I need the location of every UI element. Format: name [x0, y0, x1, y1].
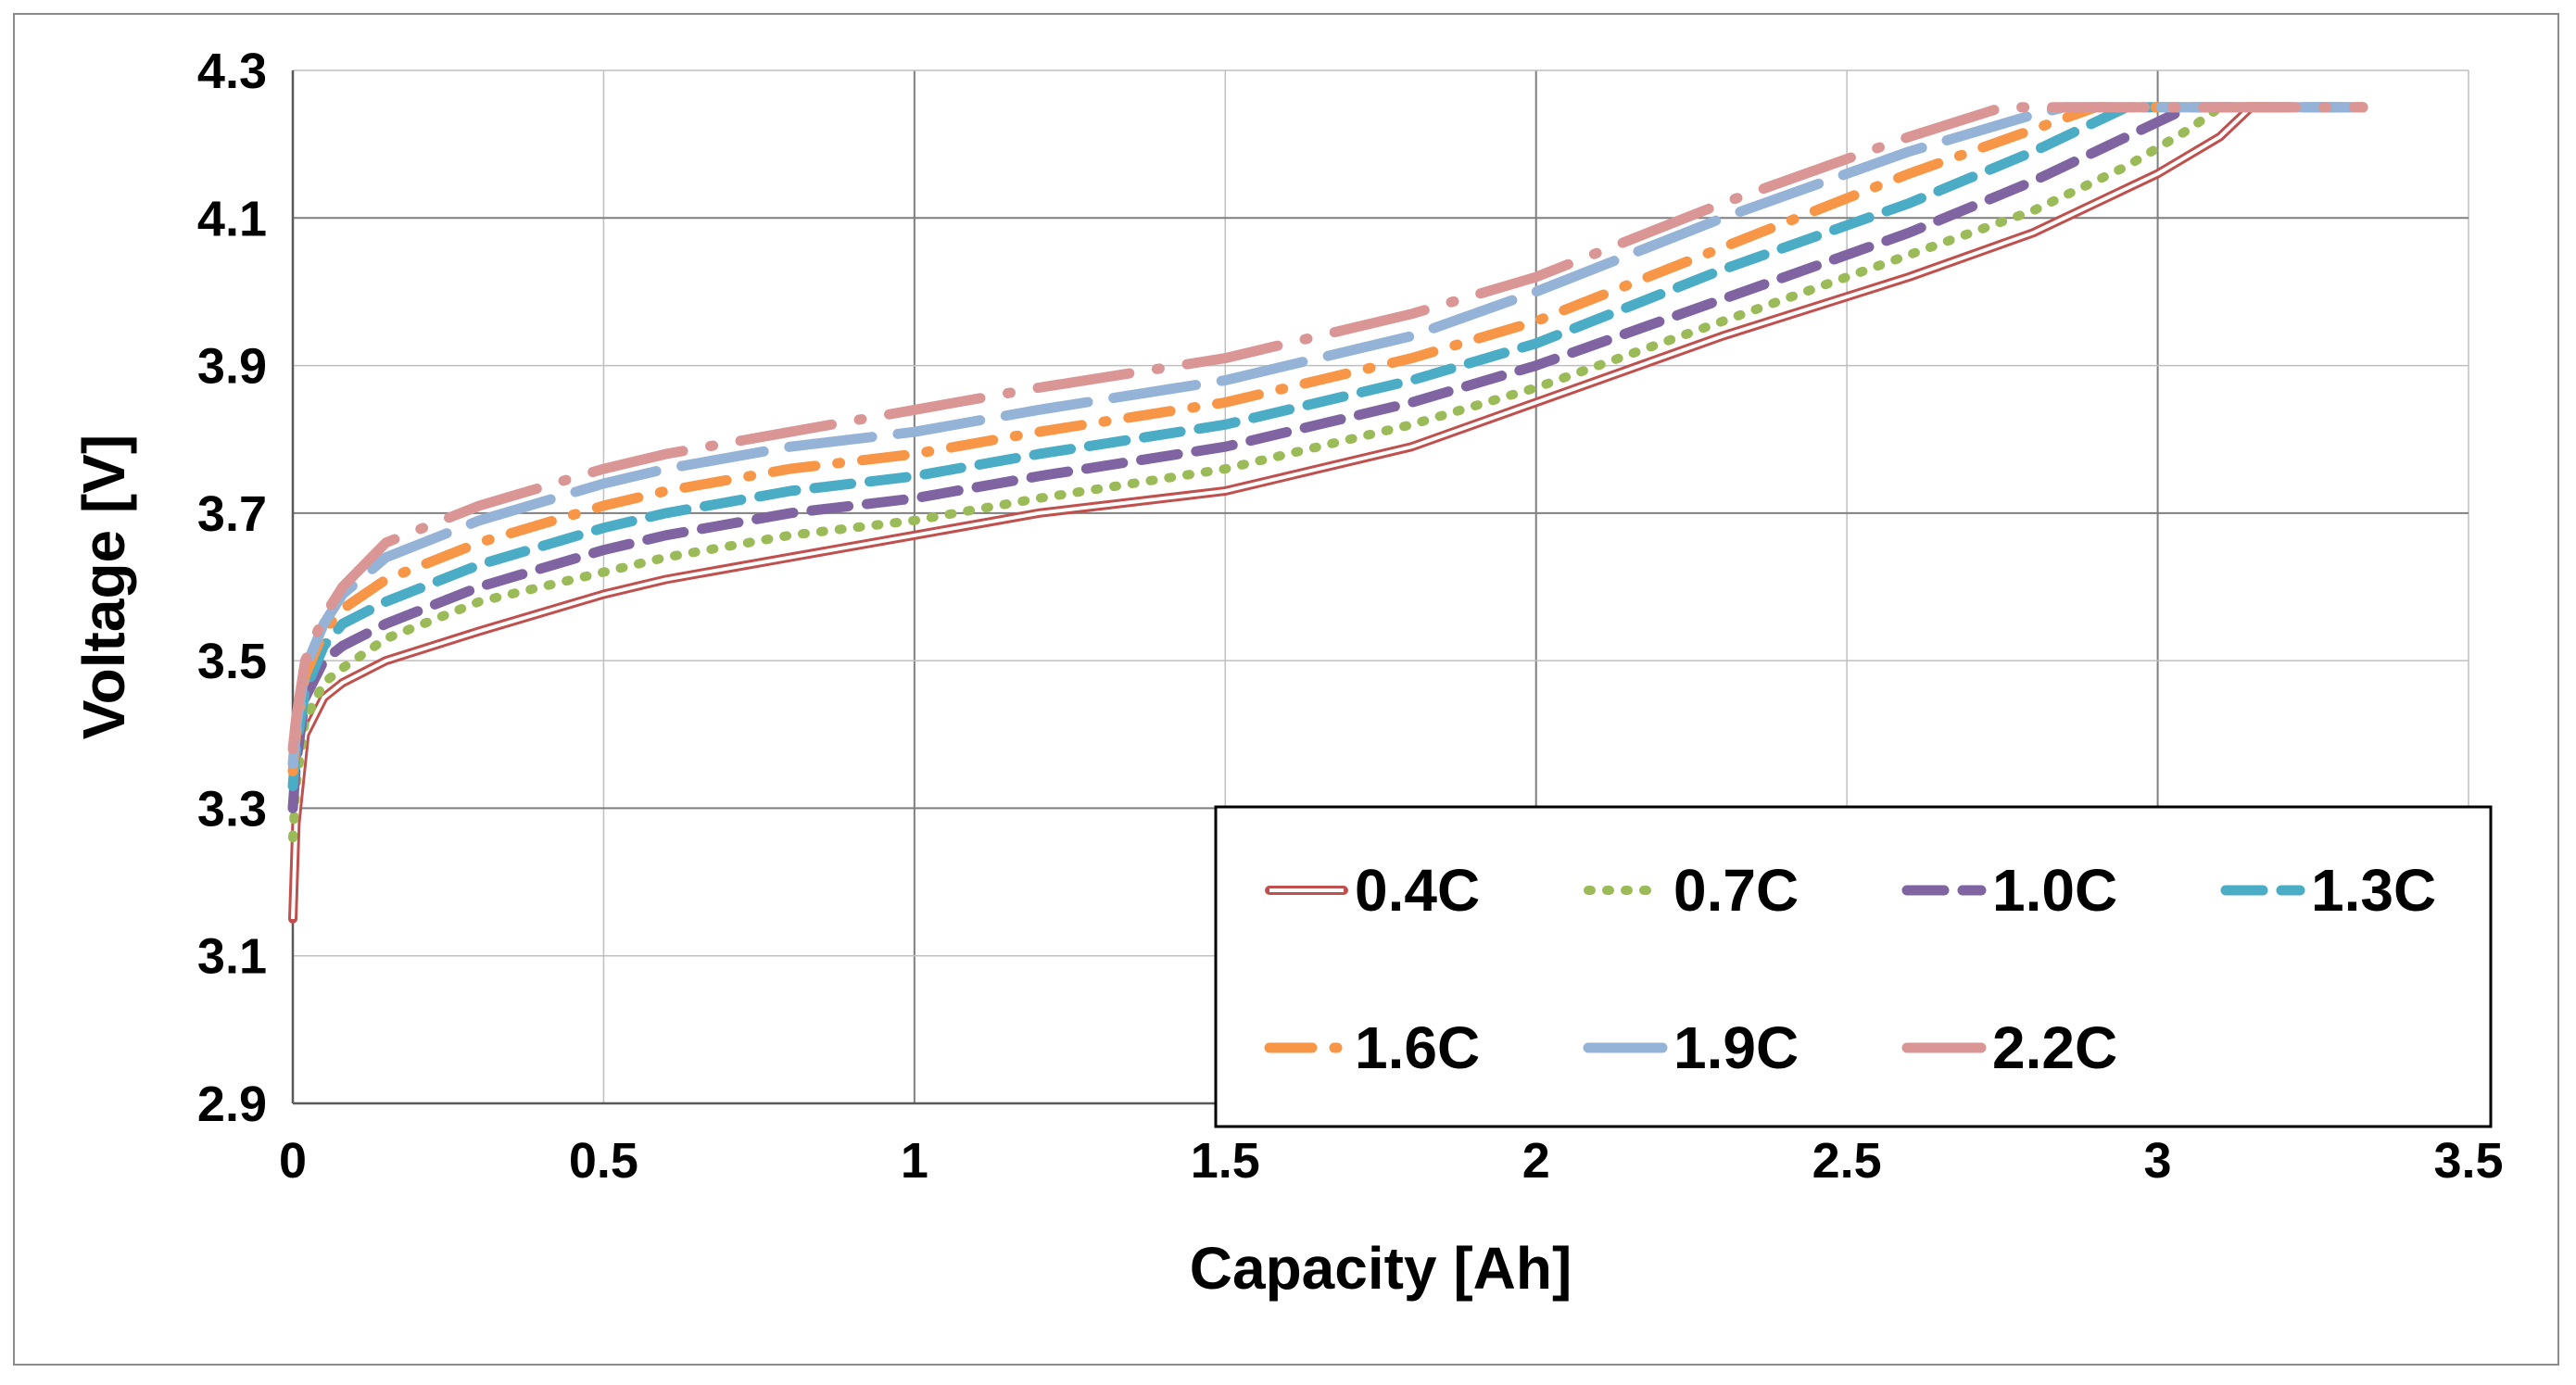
legend-label: 1.6C — [1355, 1014, 1480, 1081]
y-tick-label: 3.3 — [197, 781, 267, 837]
x-tick-label: 2.5 — [1812, 1133, 1882, 1189]
series-line-1-0c — [287, 102, 2368, 813]
y-tick-label: 3.1 — [197, 929, 267, 985]
y-tick-label: 3.9 — [197, 339, 267, 395]
x-tick-label: 3.5 — [2433, 1133, 2503, 1189]
data-series — [287, 102, 2368, 924]
x-tick-label: 1.5 — [1191, 1133, 1260, 1189]
y-axis-title: Voltage [V] — [70, 434, 137, 740]
legend-label: 0.7C — [1673, 857, 1799, 924]
series-line-1-9c — [287, 102, 2368, 770]
series-line-1-3c — [287, 102, 2368, 791]
x-axis-title: Capacity [Ah] — [1190, 1235, 1572, 1302]
series-line-2-2c — [287, 102, 2368, 755]
x-tick-label: 2 — [1522, 1133, 1550, 1189]
legend-label: 2.2C — [1992, 1014, 2117, 1081]
series-line-1-6c — [287, 102, 2368, 777]
y-tick-label: 4.3 — [197, 44, 267, 99]
x-tick-label: 0 — [279, 1133, 307, 1189]
series-line-0-7c — [288, 102, 2368, 843]
x-tick-label: 1 — [901, 1133, 928, 1189]
legend-label: 0.4C — [1355, 857, 1480, 924]
x-tick-label: 3 — [2144, 1133, 2172, 1189]
axes: 0 0.5 1 1.5 2 2.5 3 3.5 2.9 3.1 3.3 3.5 3.7 3.9 4.1 4.3 — [197, 44, 2504, 1189]
voltage-capacity-chart: 0 0.5 1 1.5 2 2.5 3 3.5 2.9 3.1 3.3 3.5 3.7 3.9 4.1 4.3… — [70, 44, 2504, 1302]
x-tick-label: 0.5 — [569, 1133, 638, 1189]
series-line-0-4c-inner — [291, 105, 2363, 919]
legend-label: 1.9C — [1673, 1014, 1799, 1081]
y-tick-label: 3.5 — [197, 634, 267, 689]
legend-label: 1.3C — [2311, 857, 2436, 924]
y-tick-label: 4.1 — [197, 191, 267, 246]
legend-label: 1.0C — [1992, 857, 2117, 924]
y-tick-label: 3.7 — [197, 486, 267, 542]
y-tick-label: 2.9 — [197, 1077, 267, 1132]
legend-box — [1214, 805, 2493, 1128]
chart-frame: 0 0.5 1 1.5 2 2.5 3 3.5 2.9 3.1 3.3 3.5 3.7 3.9 4.1 4.3… — [13, 13, 2559, 1366]
legend: 0.4C 0.7C 1.0C 1.3C 1.6C 1.9C 2.2C — [1214, 805, 2493, 1128]
